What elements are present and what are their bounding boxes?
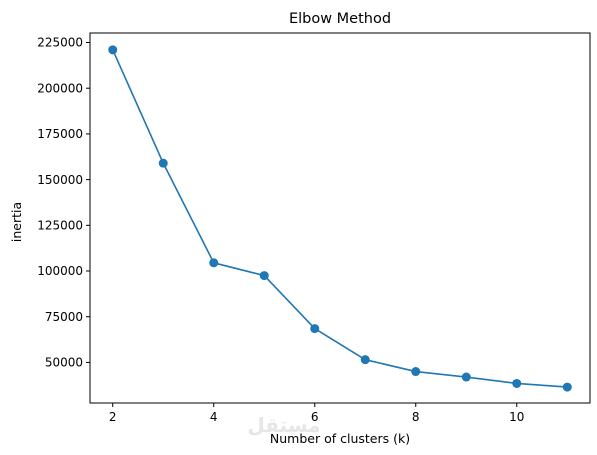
y-tick-label: 100000 xyxy=(37,264,83,278)
data-point xyxy=(209,258,219,268)
data-point xyxy=(310,324,320,334)
y-tick-label: 150000 xyxy=(37,173,83,187)
series-line xyxy=(111,49,568,388)
y-tick-label: 175000 xyxy=(37,127,83,141)
x-axis-label: Number of clusters (k) xyxy=(270,431,410,446)
y-tick-label: 225000 xyxy=(37,36,83,50)
x-tick-label: 2 xyxy=(109,410,117,424)
data-point xyxy=(512,378,522,388)
y-tick-label: 125000 xyxy=(37,219,83,233)
chart-title: Elbow Method xyxy=(289,11,391,27)
y-tick-label: 75000 xyxy=(45,310,83,324)
data-point xyxy=(461,372,471,382)
plot-frame xyxy=(89,32,591,404)
data-point xyxy=(108,45,118,55)
y-axis-label: inertia xyxy=(9,202,24,242)
data-point xyxy=(158,158,168,168)
x-tick-label: 8 xyxy=(412,410,420,424)
y-tick-label: 200000 xyxy=(37,81,83,95)
data-point xyxy=(360,355,370,365)
y-tick-label: 50000 xyxy=(45,356,83,370)
data-point xyxy=(259,271,269,281)
plot-area xyxy=(108,45,572,392)
x-tick-label: 6 xyxy=(311,410,319,424)
data-point xyxy=(562,382,572,392)
data-point xyxy=(411,367,421,377)
x-tick-label: 10 xyxy=(509,410,524,424)
x-tick-label: 4 xyxy=(210,410,218,424)
watermark: مستقل xyxy=(247,413,320,437)
axes: 2 4 6 8 10 50000 75000 100000 125000 150000 175000… xyxy=(37,32,591,424)
